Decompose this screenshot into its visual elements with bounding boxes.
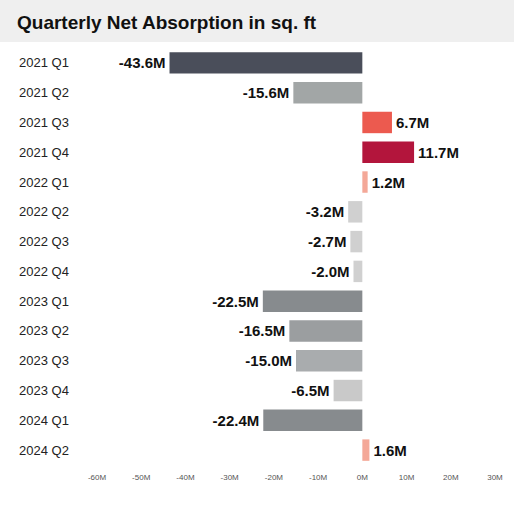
svg-text:Quarterly Net Absorption in sq: Quarterly Net Absorption in sq. ft	[17, 12, 317, 33]
svg-text:-50M: -50M	[132, 473, 151, 482]
svg-text:-2.7M: -2.7M	[308, 233, 346, 250]
svg-text:-60M: -60M	[88, 473, 107, 482]
svg-text:-2.0M: -2.0M	[311, 263, 349, 280]
svg-text:0M: 0M	[357, 473, 368, 482]
svg-text:2022 Q4: 2022 Q4	[19, 264, 69, 279]
svg-text:-40M: -40M	[176, 473, 195, 482]
svg-text:-15.6M: -15.6M	[243, 84, 290, 101]
svg-text:2022 Q1: 2022 Q1	[19, 175, 69, 190]
svg-text:2022 Q2: 2022 Q2	[19, 204, 69, 219]
svg-text:2024 Q2: 2024 Q2	[19, 443, 69, 458]
svg-text:2021 Q4: 2021 Q4	[19, 145, 69, 160]
svg-text:-15.0M: -15.0M	[245, 352, 292, 369]
svg-text:10M: 10M	[399, 473, 415, 482]
svg-text:-22.4M: -22.4M	[213, 412, 260, 429]
svg-text:-6.5M: -6.5M	[291, 382, 329, 399]
svg-text:-16.5M: -16.5M	[239, 322, 286, 339]
svg-text:2024 Q1: 2024 Q1	[19, 413, 69, 428]
svg-text:11.7M: 11.7M	[418, 144, 459, 161]
svg-text:1.6M: 1.6M	[373, 442, 406, 459]
svg-text:2023 Q3: 2023 Q3	[19, 353, 69, 368]
svg-text:2023 Q4: 2023 Q4	[19, 383, 69, 398]
svg-text:-3.2M: -3.2M	[306, 203, 344, 220]
svg-text:30M: 30M	[487, 473, 503, 482]
svg-text:-30M: -30M	[221, 473, 240, 482]
svg-text:2022 Q3: 2022 Q3	[19, 234, 69, 249]
svg-text:6.7M: 6.7M	[396, 114, 429, 131]
svg-text:-10M: -10M	[309, 473, 328, 482]
svg-text:2021 Q1: 2021 Q1	[19, 55, 69, 70]
svg-text:1.2M: 1.2M	[372, 174, 405, 191]
svg-text:2023 Q1: 2023 Q1	[19, 294, 69, 309]
svg-text:2021 Q3: 2021 Q3	[19, 115, 69, 130]
svg-text:2023 Q2: 2023 Q2	[19, 323, 69, 338]
svg-text:20M: 20M	[443, 473, 459, 482]
svg-text:-43.6M: -43.6M	[119, 54, 166, 71]
svg-text:-22.5M: -22.5M	[212, 293, 259, 310]
svg-text:-20M: -20M	[265, 473, 284, 482]
svg-text:2021 Q2: 2021 Q2	[19, 85, 69, 100]
